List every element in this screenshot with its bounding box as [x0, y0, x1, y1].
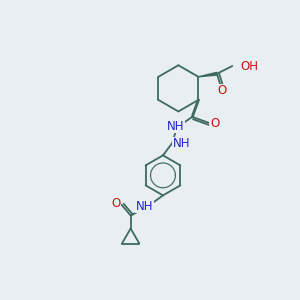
Text: NH: NH: [136, 200, 153, 213]
Text: O: O: [111, 196, 121, 210]
Polygon shape: [198, 72, 217, 77]
Text: NH: NH: [167, 120, 184, 133]
Text: OH: OH: [240, 59, 258, 73]
Text: O: O: [218, 84, 227, 97]
Text: O: O: [210, 117, 219, 130]
Text: NH: NH: [173, 137, 190, 150]
